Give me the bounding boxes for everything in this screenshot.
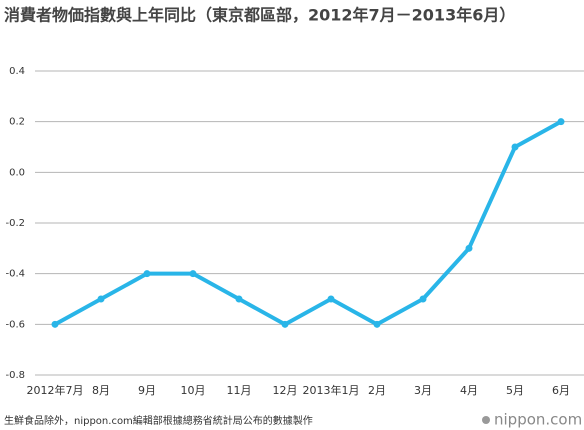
data-point: [511, 143, 519, 151]
x-tick-label: 5月: [506, 384, 524, 397]
y-tick-label: 0.4: [9, 66, 25, 77]
x-tick-label: 9月: [138, 384, 156, 397]
logo-icon: [482, 416, 490, 424]
note: 生鮮食品除外，nippon.com編輯部根據總務省統計局公布的數據製作: [4, 414, 313, 427]
x-tick-label: 8月: [92, 384, 110, 397]
x-tick-label: 2月: [368, 384, 386, 397]
chart-title: 消費者物価指數與上年同比（東京都區部，2012年7月－2013年6月）: [4, 6, 515, 25]
y-tick-label: 0.0: [9, 167, 25, 178]
data-point: [51, 320, 59, 328]
data-point: [281, 320, 289, 328]
y-tick-label: -0.2: [5, 218, 25, 229]
data-point: [189, 270, 197, 278]
data-point: [465, 244, 473, 252]
y-tick-label: -0.4: [5, 269, 25, 280]
data-point: [419, 295, 427, 303]
data-point: [557, 118, 565, 126]
data-line: [53, 119, 563, 327]
x-tick-label: 10月: [181, 384, 206, 397]
x-tick-label: 12月: [273, 384, 298, 397]
x-tick-label: 2012年7月: [27, 383, 84, 397]
x-tick-label: 6月: [552, 384, 570, 397]
source-logo: nippon.com: [494, 411, 582, 429]
y-tick-label: -0.8: [5, 370, 25, 381]
y-tick-label: -0.6: [5, 319, 25, 330]
data-point: [97, 295, 105, 303]
data-point: [373, 320, 381, 328]
data-point: [235, 295, 243, 303]
x-tick-label: 3月: [414, 384, 432, 397]
x-tick-label: 2013年1月: [303, 383, 360, 397]
x-tick-label: 11月: [227, 384, 252, 397]
data-point: [143, 270, 151, 278]
x-tick-label: 4月: [460, 384, 478, 397]
y-tick-label: 0.2: [9, 117, 25, 128]
data-point: [327, 295, 335, 303]
